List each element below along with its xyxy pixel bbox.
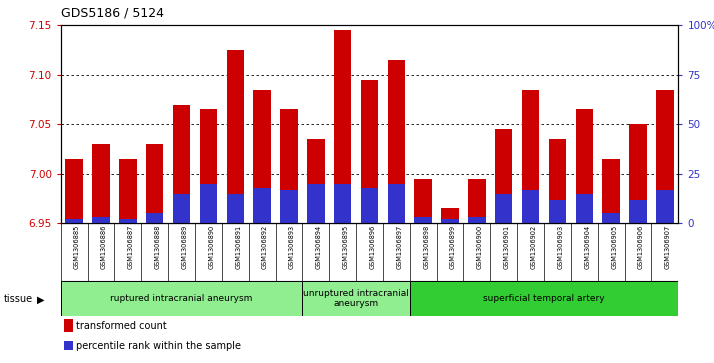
Text: GSM1306900: GSM1306900 xyxy=(477,224,483,269)
Bar xyxy=(307,139,325,223)
Bar xyxy=(468,179,486,223)
Bar xyxy=(200,110,217,223)
Bar xyxy=(388,60,405,223)
Text: superficial temporal artery: superficial temporal artery xyxy=(483,294,605,303)
Text: GSM1306897: GSM1306897 xyxy=(396,224,403,269)
Bar xyxy=(253,188,271,223)
Bar xyxy=(146,144,164,223)
Bar xyxy=(119,219,136,223)
Bar xyxy=(414,179,432,223)
Text: ruptured intracranial aneurysm: ruptured intracranial aneurysm xyxy=(111,294,253,303)
Bar xyxy=(656,189,673,223)
Bar xyxy=(549,200,566,223)
Bar xyxy=(441,208,459,223)
Text: GSM1306906: GSM1306906 xyxy=(638,224,644,269)
Text: GSM1306893: GSM1306893 xyxy=(289,224,295,269)
Bar xyxy=(410,281,678,316)
Bar xyxy=(253,90,271,223)
Bar xyxy=(66,219,83,223)
Bar xyxy=(388,184,405,223)
Text: GSM1306890: GSM1306890 xyxy=(208,224,214,269)
Text: GSM1306895: GSM1306895 xyxy=(343,224,348,269)
Bar xyxy=(414,217,432,223)
Bar xyxy=(361,188,378,223)
Text: GSM1306892: GSM1306892 xyxy=(262,224,268,269)
Bar xyxy=(173,105,190,223)
Text: transformed count: transformed count xyxy=(76,321,166,331)
Bar xyxy=(280,110,298,223)
Text: GSM1306894: GSM1306894 xyxy=(316,224,322,269)
Bar xyxy=(441,219,459,223)
Text: GSM1306885: GSM1306885 xyxy=(74,224,80,269)
Text: GSM1306902: GSM1306902 xyxy=(531,224,537,269)
Text: GSM1306896: GSM1306896 xyxy=(370,224,376,269)
Bar xyxy=(226,193,244,223)
Bar xyxy=(603,159,620,223)
Text: GSM1306899: GSM1306899 xyxy=(450,224,456,269)
Bar xyxy=(200,184,217,223)
Bar xyxy=(603,213,620,223)
Bar xyxy=(629,125,647,223)
Bar xyxy=(522,90,539,223)
Bar xyxy=(302,281,410,316)
Text: unruptured intracranial
aneurysm: unruptured intracranial aneurysm xyxy=(303,289,409,308)
Bar xyxy=(146,213,164,223)
Bar xyxy=(361,80,378,223)
Bar xyxy=(61,281,302,316)
Bar xyxy=(656,90,673,223)
Bar xyxy=(629,200,647,223)
Text: GSM1306901: GSM1306901 xyxy=(504,224,510,269)
Text: GSM1306888: GSM1306888 xyxy=(155,224,161,269)
Text: ▶: ▶ xyxy=(37,294,45,305)
Text: GSM1306903: GSM1306903 xyxy=(558,224,563,269)
Text: GSM1306898: GSM1306898 xyxy=(423,224,429,269)
Bar xyxy=(495,193,513,223)
Bar xyxy=(334,30,351,223)
Bar xyxy=(495,129,513,223)
Bar xyxy=(468,217,486,223)
Bar xyxy=(226,50,244,223)
Bar xyxy=(575,193,593,223)
Bar xyxy=(307,184,325,223)
Bar xyxy=(119,159,136,223)
Text: percentile rank within the sample: percentile rank within the sample xyxy=(76,341,241,351)
Bar xyxy=(92,144,110,223)
Text: GSM1306905: GSM1306905 xyxy=(611,224,617,269)
Bar xyxy=(334,184,351,223)
Bar xyxy=(522,189,539,223)
Text: GSM1306886: GSM1306886 xyxy=(101,224,107,269)
Bar xyxy=(575,110,593,223)
Text: GSM1306887: GSM1306887 xyxy=(128,224,134,269)
Text: GSM1306904: GSM1306904 xyxy=(584,224,590,269)
Text: GSM1306891: GSM1306891 xyxy=(235,224,241,269)
Text: GSM1306889: GSM1306889 xyxy=(181,224,188,269)
Bar xyxy=(280,189,298,223)
Text: GDS5186 / 5124: GDS5186 / 5124 xyxy=(61,7,164,20)
Bar xyxy=(173,193,190,223)
Bar xyxy=(66,159,83,223)
Text: GSM1306907: GSM1306907 xyxy=(665,224,671,269)
Bar xyxy=(549,139,566,223)
Text: tissue: tissue xyxy=(4,294,33,305)
Bar xyxy=(92,217,110,223)
